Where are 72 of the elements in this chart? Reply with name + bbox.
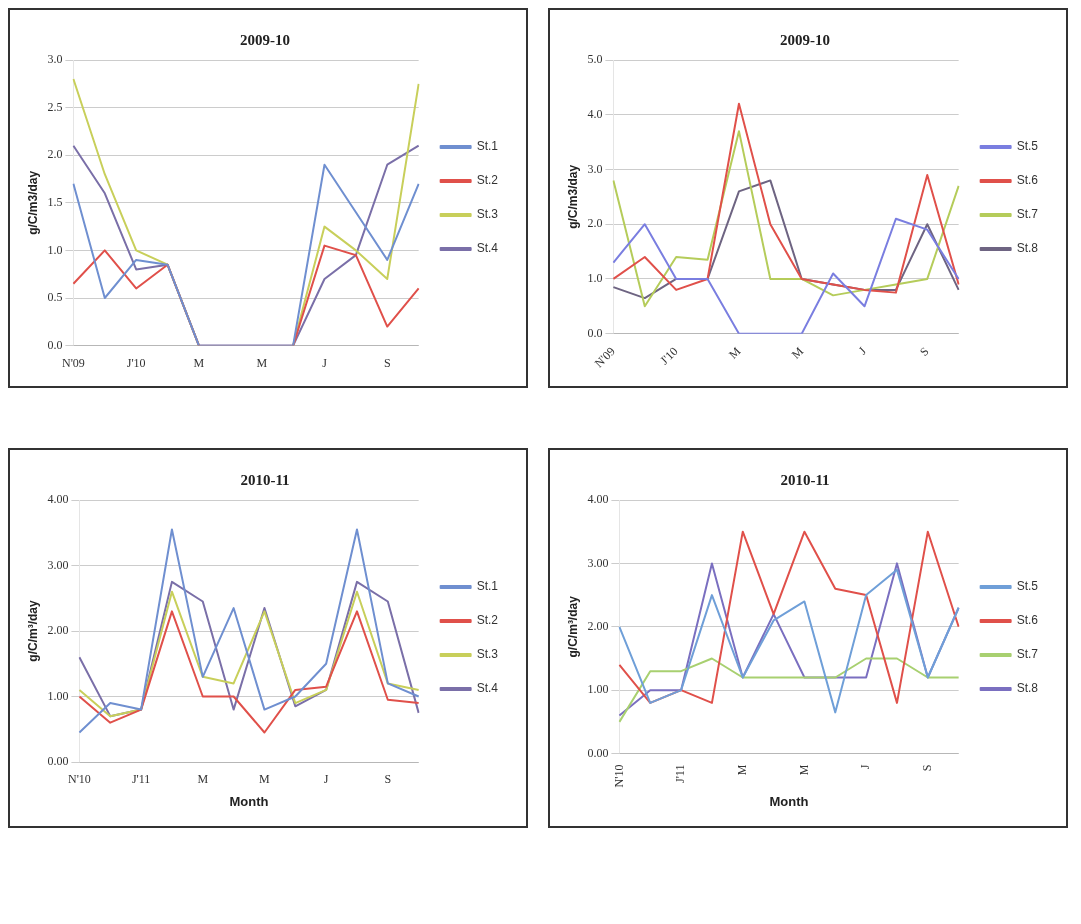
x-tick-label: N'10 <box>67 772 91 787</box>
x-tick-label: S <box>916 344 932 359</box>
y-tick-label: 2.5 <box>47 99 63 114</box>
y-tick-label: 3.0 <box>47 52 63 67</box>
y-tick-label: 1.00 <box>587 682 609 697</box>
y-tick-label: 3.00 <box>587 555 609 570</box>
x-tick-label: M <box>256 355 268 370</box>
x-tick-label: J <box>855 343 870 358</box>
x-tick-label: M <box>796 764 811 776</box>
chart-title: 2010-11 <box>780 471 830 488</box>
x-tick-label: S <box>383 355 391 370</box>
y-tick-label: 2.00 <box>587 618 609 633</box>
y-tick-label: 4.00 <box>47 492 69 507</box>
legend-label: St.6 <box>1016 173 1039 188</box>
chart-title: 2009-10 <box>240 31 290 48</box>
x-tick-label: J <box>323 772 329 787</box>
x-tick-label: J <box>858 764 873 770</box>
x-tick-label: J <box>322 355 328 370</box>
y-axis-title: g/C/m³/day <box>565 595 580 658</box>
x-axis-title: Month <box>769 793 809 809</box>
x-tick-label: M <box>734 764 749 776</box>
chart-title: 2009-10 <box>780 31 830 48</box>
x-tick-label: J'11 <box>131 772 151 787</box>
legend-label: St.2 <box>476 613 499 628</box>
x-tick-label: J'10 <box>657 344 681 368</box>
legend-label: St.4 <box>476 681 499 696</box>
y-tick-label: 3.00 <box>47 557 69 572</box>
x-tick-label: M <box>197 772 209 787</box>
y-tick-label: 1.00 <box>47 688 69 703</box>
x-tick-label: M <box>259 772 271 787</box>
legend-label: St.2 <box>476 173 499 188</box>
y-axis-title: g/C/m3/day <box>25 170 40 235</box>
x-tick-label: N'09 <box>61 355 85 370</box>
chart-title: 2010-11 <box>240 471 290 488</box>
x-tick-label: M <box>725 343 744 362</box>
y-tick-label: 1.0 <box>47 242 63 257</box>
x-tick-label: S <box>384 772 392 787</box>
y-tick-label: 4.0 <box>587 106 603 121</box>
y-tick-label: 0.0 <box>47 337 63 352</box>
legend-label: St.5 <box>1016 139 1039 154</box>
x-tick-label: M <box>193 355 205 370</box>
x-axis-title: Month <box>229 793 269 809</box>
y-axis-title: g/C/m³/day <box>25 600 40 662</box>
legend-label: St.4 <box>476 241 499 256</box>
legend-label: St.6 <box>1016 613 1039 628</box>
legend-label: St.3 <box>476 647 499 662</box>
y-tick-label: 0.00 <box>47 754 69 769</box>
y-tick-label: 2.00 <box>47 623 69 638</box>
y-tick-label: 0.5 <box>47 290 63 305</box>
x-tick-label: J'10 <box>126 355 146 370</box>
y-tick-label: 0.00 <box>587 745 609 760</box>
y-tick-label: 5.0 <box>587 52 603 67</box>
y-tick-label: 0.0 <box>587 325 603 340</box>
y-tick-label: 2.0 <box>47 147 63 162</box>
x-tick-label: N'10 <box>611 764 626 788</box>
legend-label: St.1 <box>476 139 499 154</box>
y-tick-label: 2.0 <box>587 216 603 231</box>
x-tick-label: M <box>788 343 807 362</box>
y-tick-label: 1.0 <box>587 271 603 286</box>
legend-label: St.7 <box>1016 207 1039 222</box>
legend-label: St.3 <box>476 207 499 222</box>
y-tick-label: 3.0 <box>587 161 603 176</box>
y-tick-label: 1.5 <box>47 194 63 209</box>
legend-label: St.8 <box>1016 681 1039 696</box>
legend-label: St.7 <box>1016 647 1039 662</box>
legend-label: St.8 <box>1016 241 1039 256</box>
x-tick-label: S <box>919 764 934 772</box>
legend-label: St.5 <box>1016 579 1039 594</box>
y-axis-title: g/C/m3/day <box>565 164 580 229</box>
legend-label: St.1 <box>476 579 499 594</box>
y-tick-label: 4.00 <box>587 492 609 507</box>
x-tick-label: J'11 <box>673 764 688 783</box>
